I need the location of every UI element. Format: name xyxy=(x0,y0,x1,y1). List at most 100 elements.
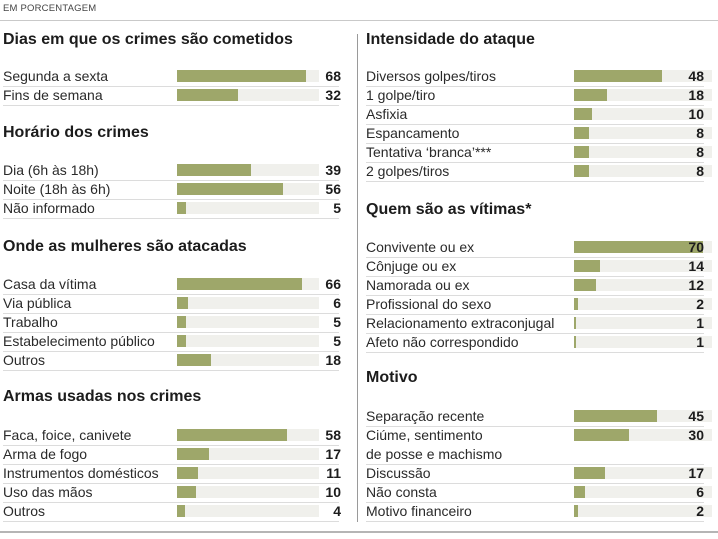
bar-track xyxy=(574,467,712,479)
bar xyxy=(574,146,589,158)
section-title: Onde as mulheres são atacadas xyxy=(3,238,247,255)
bar xyxy=(574,298,578,310)
category-label: Arma de fogo xyxy=(3,446,88,462)
category-label: Cônjuge ou ex xyxy=(366,258,457,274)
bar xyxy=(574,89,608,101)
value-label: 2 xyxy=(696,503,704,519)
category-label: Uso das mãos xyxy=(3,484,93,500)
bar-row: Via pública 6 xyxy=(3,294,341,314)
value-label: 4 xyxy=(333,503,341,519)
bar-row: Uso das mãos 10 xyxy=(3,483,341,503)
value-label: 1 xyxy=(696,334,704,350)
bar xyxy=(574,317,576,329)
bar-row: Faca, foice, canivete 58 xyxy=(3,426,341,446)
section-title: Intensidade do ataque xyxy=(366,31,535,48)
value-label: 5 xyxy=(333,314,341,330)
category-label: Espancamento xyxy=(366,125,460,141)
bar-row: Motivo financeiro 2 xyxy=(366,502,712,522)
bar-row: Asfixia 10 xyxy=(366,105,712,125)
bar xyxy=(177,297,189,309)
section-title: Horário dos crimes xyxy=(3,124,149,141)
bar xyxy=(177,429,287,441)
bar-track xyxy=(177,486,319,498)
value-label: 45 xyxy=(688,408,704,424)
value-label: 39 xyxy=(325,162,341,178)
top-rule xyxy=(0,20,718,21)
value-label: 68 xyxy=(325,68,341,84)
bottom-rule xyxy=(0,531,718,533)
value-label: 30 xyxy=(688,427,704,443)
category-label: Discussão xyxy=(366,465,431,481)
category-label: Estabelecimento público xyxy=(3,333,155,349)
bar-track xyxy=(574,505,712,517)
bar-track xyxy=(574,89,712,101)
bar-row: Convivente ou ex 70 xyxy=(366,238,712,258)
bar-row: 1 golpe/tiro 18 xyxy=(366,86,712,106)
bar-row: Discussão 17 xyxy=(366,464,712,484)
value-label: 14 xyxy=(688,258,704,274)
value-label: 2 xyxy=(696,296,704,312)
bar-track xyxy=(574,336,712,348)
bar-track xyxy=(177,183,319,195)
section-title: Armas usadas nos crimes xyxy=(3,388,202,405)
bar-track xyxy=(177,164,319,176)
category-label: Fins de semana xyxy=(3,87,103,103)
category-label: Diversos golpes/tiros xyxy=(366,68,496,84)
value-label: 1 xyxy=(696,315,704,331)
bar xyxy=(177,467,198,479)
category-label: Casa da vítima xyxy=(3,276,97,292)
bar-row: Instrumentos domésticos 11 xyxy=(3,464,341,484)
category-label: Relacionamento extraconjugal xyxy=(366,315,555,331)
bar xyxy=(574,70,663,82)
category-label: Convivente ou ex xyxy=(366,239,475,255)
value-label: 10 xyxy=(325,484,341,500)
section-title: Dias em que os crimes são cometidos xyxy=(3,31,293,48)
bar-row: Outros 4 xyxy=(3,502,341,522)
category-label: Segunda a sexta xyxy=(3,68,109,84)
category-label: Afeto não correspondido xyxy=(366,334,519,350)
bar-row: Ciúme, sentimento de posse e machismo 30 xyxy=(366,426,712,465)
bar-row: Arma de fogo 17 xyxy=(3,445,341,465)
bar-track xyxy=(574,279,712,291)
value-label: 32 xyxy=(325,87,341,103)
bar xyxy=(574,486,586,498)
value-label: 58 xyxy=(325,427,341,443)
bar xyxy=(177,70,306,82)
bar-track xyxy=(574,260,712,272)
bar-row: Não consta 6 xyxy=(366,483,712,503)
bar-row: Não informado 5 xyxy=(3,199,341,219)
bar xyxy=(574,505,578,517)
bar-row: Espancamento 8 xyxy=(366,124,712,144)
bar-track xyxy=(574,127,712,139)
bar-row: Trabalho 5 xyxy=(3,313,341,333)
bar xyxy=(574,165,589,177)
bar xyxy=(177,202,187,214)
category-label: Via pública xyxy=(3,295,72,311)
bar xyxy=(177,486,196,498)
category-label: Profissional do sexo xyxy=(366,296,492,312)
bar-track xyxy=(574,165,712,177)
bar xyxy=(574,279,597,291)
bar-track xyxy=(574,429,712,441)
bar-row: Fins de semana 32 xyxy=(3,86,341,106)
value-label: 8 xyxy=(696,163,704,179)
value-label: 8 xyxy=(696,144,704,160)
bar-track xyxy=(177,505,319,517)
value-label: 5 xyxy=(333,333,341,349)
bar-track xyxy=(177,448,319,460)
category-label: Ciúme, sentimento xyxy=(366,427,483,443)
bar-row: Cônjuge ou ex 14 xyxy=(366,257,712,277)
chart-header-unit-note: EM PORCENTAGEM xyxy=(3,3,97,14)
value-label: 18 xyxy=(688,87,704,103)
bar-track xyxy=(177,89,319,101)
bar-row: Relacionamento extraconjugal 1 xyxy=(366,314,712,334)
category-label: Namorada ou ex xyxy=(366,277,470,293)
bar xyxy=(574,108,593,120)
category-label: Asfixia xyxy=(366,106,408,122)
bar-track xyxy=(574,108,712,120)
section-title: Motivo xyxy=(366,369,418,386)
category-label-line2: de posse e machismo xyxy=(366,446,503,462)
value-label: 10 xyxy=(688,106,704,122)
column-divider xyxy=(357,34,358,522)
bar-track xyxy=(177,202,319,214)
